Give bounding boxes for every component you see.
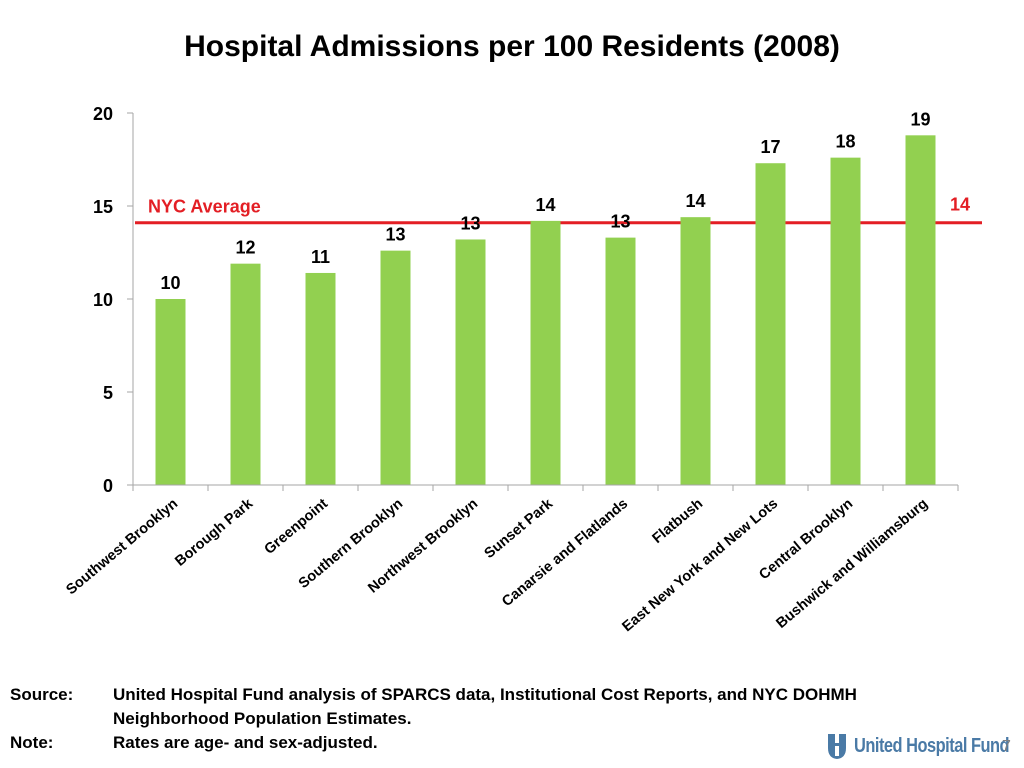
category-label: Borough Park [172,495,256,569]
bar-5 [455,239,486,485]
note-text: Rates are age- and sex-adjusted. [113,733,378,752]
bar-10 [830,157,861,485]
data-label: 13 [610,212,630,232]
chart-title: Hospital Admissions per 100 Residents (2… [184,30,840,63]
nyc-average-label: NYC Average [148,197,261,217]
bar-4 [380,250,411,485]
y-tick-label: 20 [93,104,113,124]
bar-1 [155,299,186,485]
y-tick-label: 0 [103,476,113,496]
note-label: Note: [10,733,54,752]
category-label: Bushwick and Williamsburg [773,496,931,632]
category-label: Canarsie and Flatlands [499,496,631,610]
data-label: 14 [535,195,555,215]
data-label: 13 [460,213,480,233]
bar-7 [605,237,636,485]
y-tick-label: 5 [103,383,113,403]
data-label: 11 [311,247,330,267]
data-label: 17 [760,137,780,157]
bar-2 [230,263,261,485]
nyc-average-value: 14 [950,195,970,215]
page-number: 7 [1002,738,1011,755]
source-text: United Hospital Fund analysis of SPARCS … [113,685,857,728]
source-label: Source: [10,685,74,704]
y-tick-label: 15 [93,197,113,217]
bar-8 [680,217,711,485]
bar-6 [530,220,561,485]
data-label: 14 [685,191,705,211]
data-label: 18 [835,132,855,152]
data-label: 12 [235,238,255,258]
bar-11 [905,135,936,485]
data-label: 10 [160,273,180,293]
category-label: Greenpoint [262,496,332,558]
category-label: Southwest Brooklyn [63,496,181,598]
category-label: Flatbush [650,496,707,547]
bar-chart: 0 5 10 15 20 10 Southwest Brooklyn 12 Borough P… [63,104,982,635]
bar-9 [755,163,786,485]
category-label: East New York and New Lots [619,496,781,635]
data-label: 13 [385,225,405,245]
uhf-logo-icon [828,734,846,759]
logo-text: United Hospital Fund [854,734,1010,757]
uhf-logo: United Hospital Fund [826,731,1024,761]
category-label: Sunset Park [482,495,557,562]
bar-3 [305,272,336,485]
data-label: 19 [910,109,930,129]
y-tick-label: 10 [93,290,113,310]
